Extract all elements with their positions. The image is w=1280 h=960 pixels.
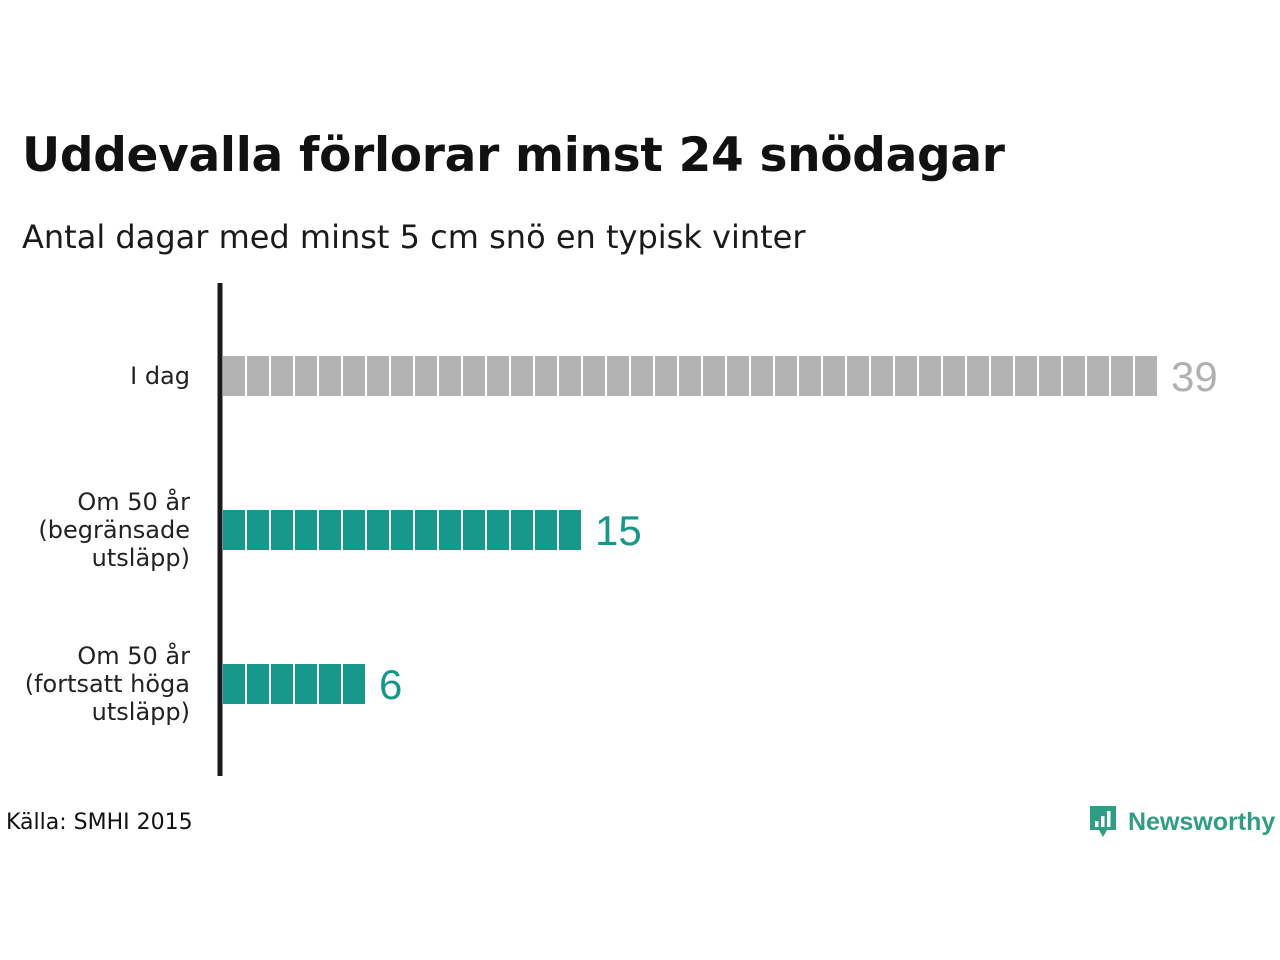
brand-name: Newsworthy (1128, 807, 1276, 836)
bar-unit (967, 356, 989, 396)
bar-unit (799, 356, 821, 396)
bar-unit (727, 356, 749, 396)
bar-unit (655, 356, 677, 396)
bar-unit (679, 356, 701, 396)
bar-unit (823, 356, 845, 396)
bar-2 (223, 664, 365, 704)
bar-unit (511, 356, 533, 396)
bar-unit (271, 664, 293, 704)
brand-logo: Newsworthy (1088, 804, 1275, 840)
bar-unit (247, 356, 269, 396)
bar-unit (919, 356, 941, 396)
bar-unit (775, 356, 797, 396)
bar-unit (223, 510, 245, 550)
bar-unit (559, 510, 581, 550)
bar-1 (223, 510, 581, 550)
category-label: Om 50 år (begränsade utsläpp) (38, 488, 190, 572)
value-label: 39 (1171, 353, 1218, 400)
chart-title: Uddevalla förlorar minst 24 snödagar (22, 128, 1005, 183)
bar-unit (319, 664, 341, 704)
bar-unit (271, 356, 293, 396)
bar-unit (487, 510, 509, 550)
bar-unit (631, 356, 653, 396)
bar-unit (1087, 356, 1109, 396)
category-label: Om 50 år (fortsatt höga utsläpp) (24, 642, 190, 726)
bar-unit (991, 356, 1013, 396)
bar-unit (415, 510, 437, 550)
bar-unit (487, 356, 509, 396)
bar-unit (367, 510, 389, 550)
bar-unit (295, 356, 317, 396)
bar-unit (463, 510, 485, 550)
bar-unit (343, 664, 365, 704)
bar-unit (391, 356, 413, 396)
bar-unit (535, 356, 557, 396)
bar-unit (295, 510, 317, 550)
newsworthy-logo-icon (1090, 806, 1116, 837)
bar-unit (847, 356, 869, 396)
bar-unit (511, 510, 533, 550)
bar-unit (583, 356, 605, 396)
bar-unit (247, 664, 269, 704)
bar-unit (319, 356, 341, 396)
bar-unit (391, 510, 413, 550)
bar-unit (439, 356, 461, 396)
bar-unit (415, 356, 437, 396)
bar-unit (463, 356, 485, 396)
bar-unit (223, 356, 245, 396)
value-label: 6 (379, 661, 402, 708)
bar-unit (751, 356, 773, 396)
bar-unit (1063, 356, 1085, 396)
bar-unit (1111, 356, 1133, 396)
bar-unit (607, 356, 629, 396)
chart-subtitle: Antal dagar med minst 5 cm snö en typisk… (22, 218, 806, 256)
bar-unit (1039, 356, 1061, 396)
bar-unit (319, 510, 341, 550)
bar-unit (367, 356, 389, 396)
bar-unit (295, 664, 317, 704)
bar-unit (1015, 356, 1037, 396)
value-label: 15 (595, 507, 642, 554)
bar-unit (559, 356, 581, 396)
bar-unit (703, 356, 725, 396)
bar-unit (271, 510, 293, 550)
bar-unit (343, 356, 365, 396)
bar-unit (871, 356, 893, 396)
bar-unit (895, 356, 917, 396)
bar-unit (223, 664, 245, 704)
category-label: I dag (130, 362, 190, 390)
bar-unit (247, 510, 269, 550)
bar-unit (535, 510, 557, 550)
bar-unit (943, 356, 965, 396)
bar-unit (439, 510, 461, 550)
bar-0 (223, 356, 1157, 396)
source-note: Källa: SMHI 2015 (6, 810, 193, 835)
bar-unit (343, 510, 365, 550)
bar-unit (1135, 356, 1157, 396)
